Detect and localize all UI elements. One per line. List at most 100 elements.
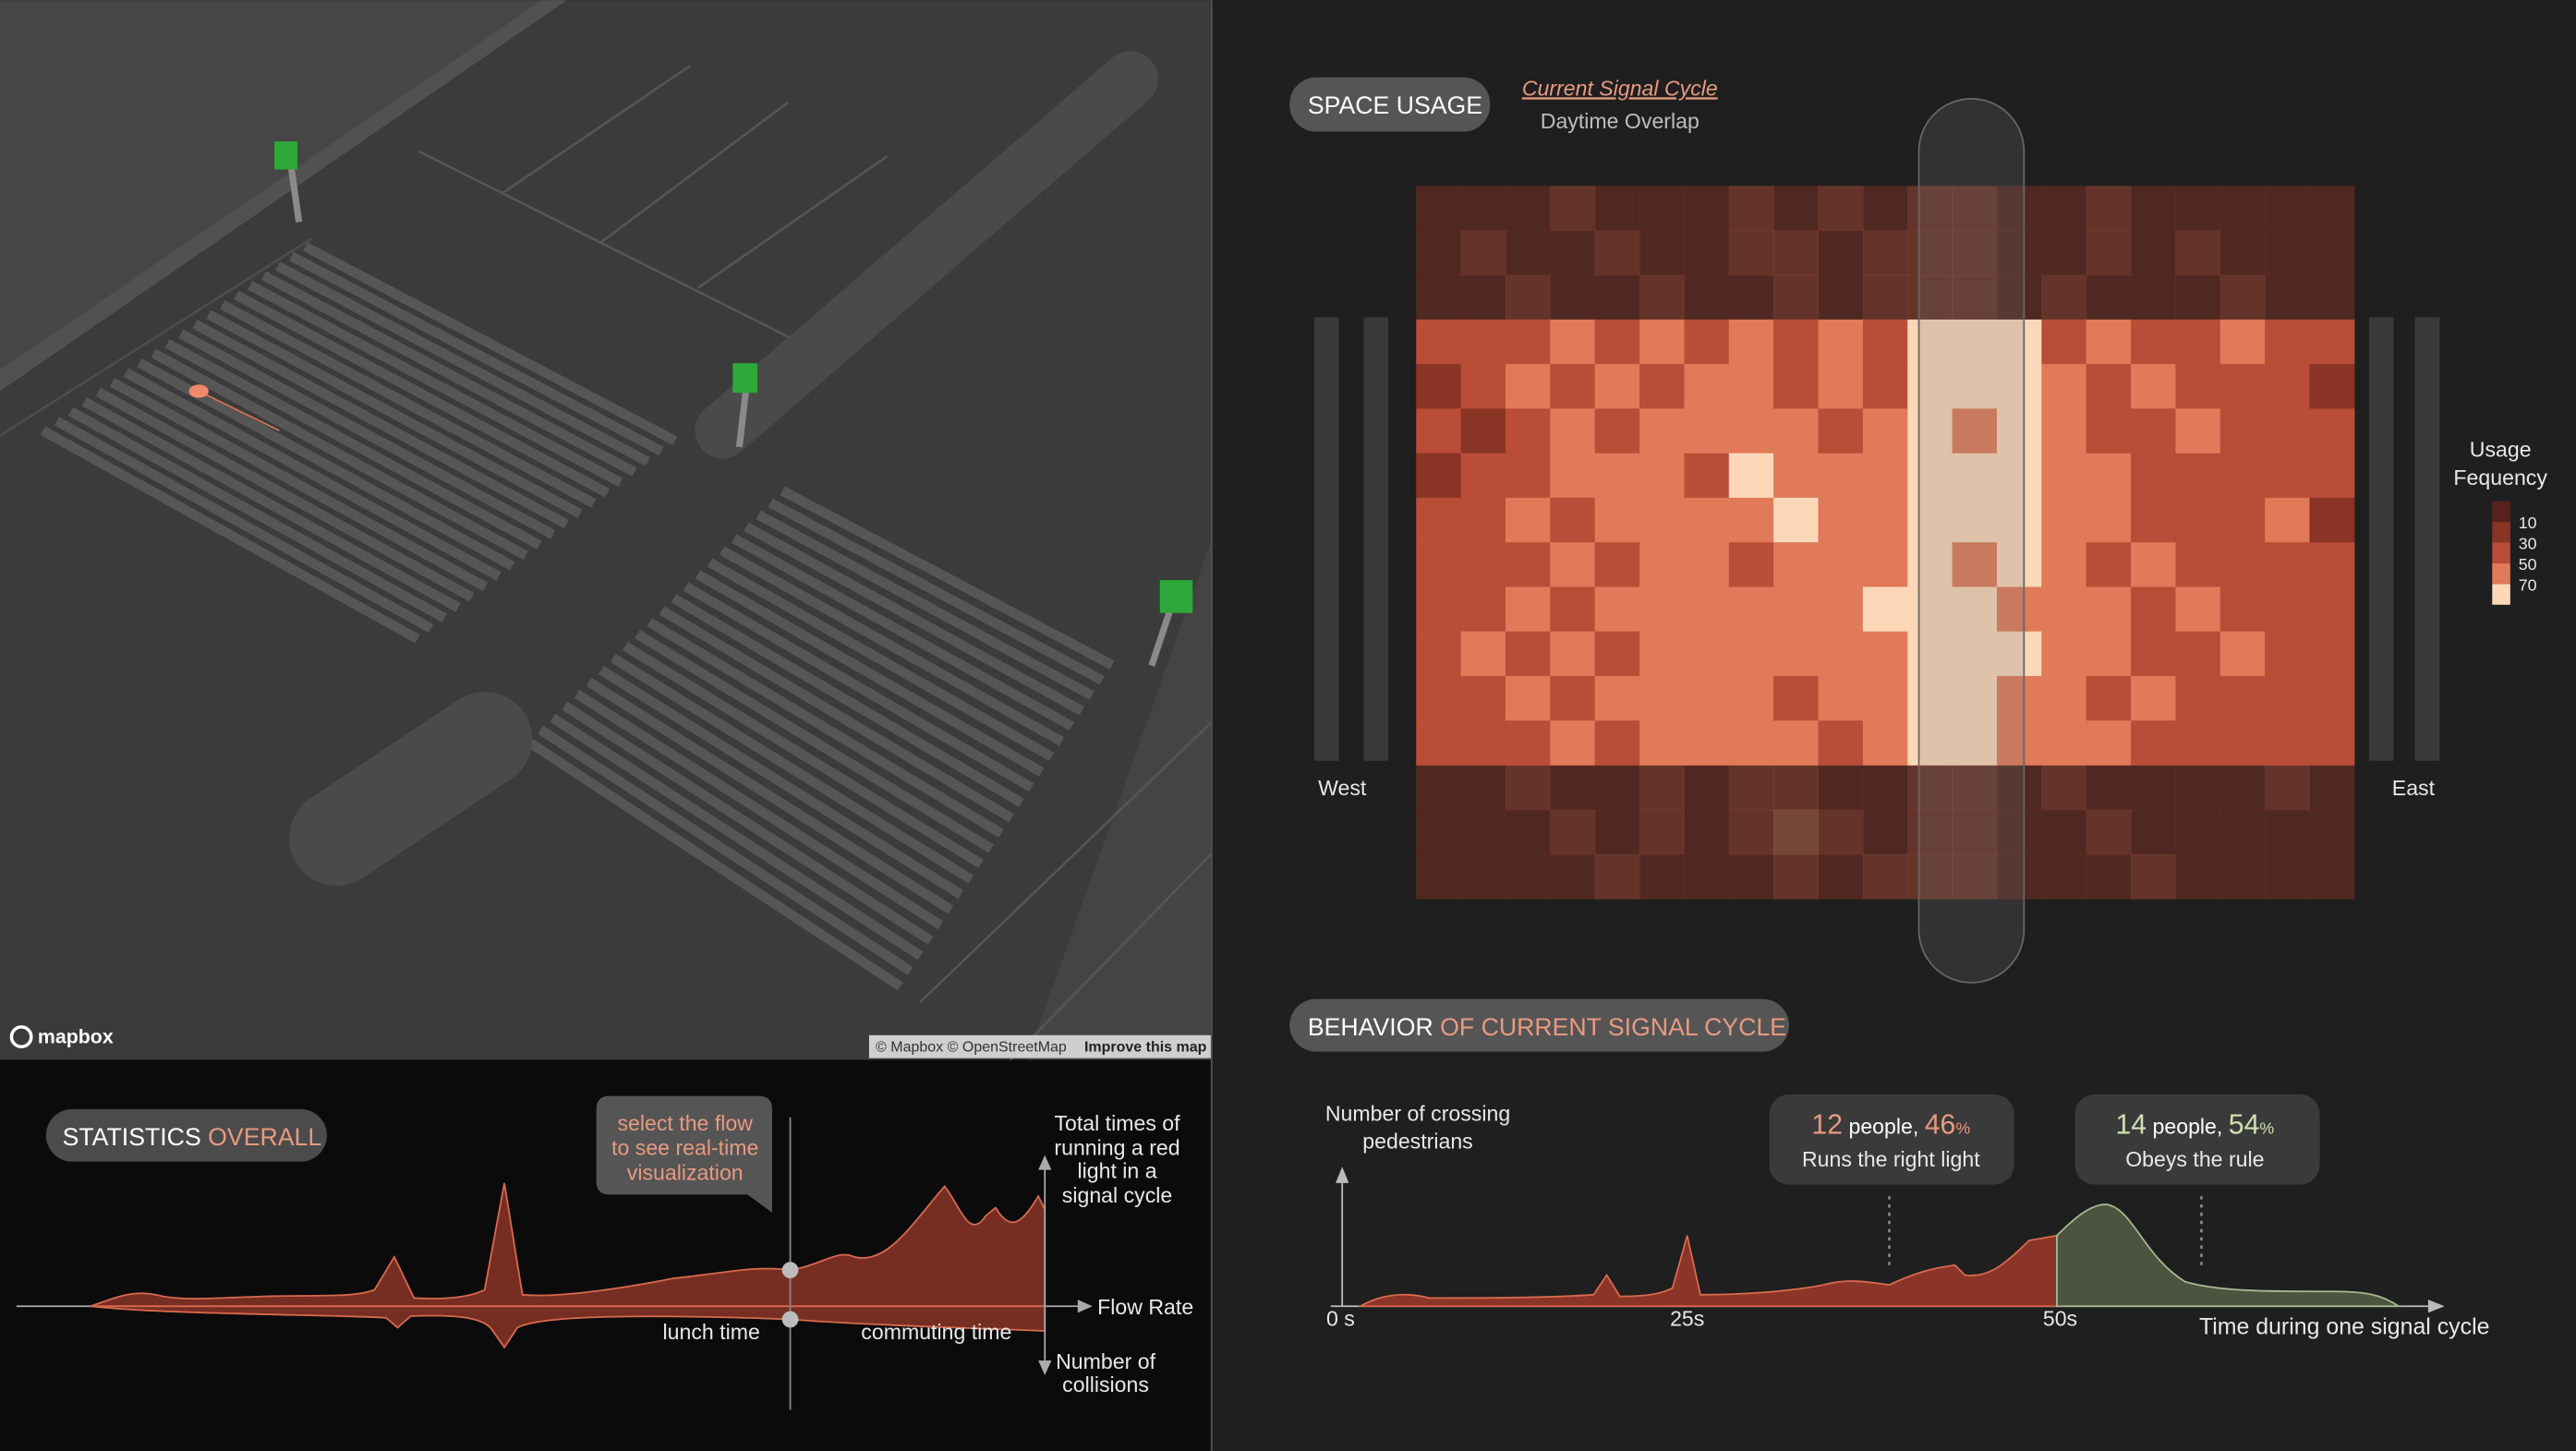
- unit: people,: [1848, 1115, 1918, 1139]
- heatmap-cell: [1416, 274, 1462, 320]
- crosswalk-stripe: [611, 653, 974, 884]
- lane-line: [599, 101, 790, 245]
- improve-map-link[interactable]: Improve this map: [1084, 1040, 1207, 1056]
- heatmap-cell: [1818, 675, 1864, 721]
- heatmap-cell: [1862, 765, 1908, 811]
- heatmap-cell: [1862, 853, 1908, 900]
- panel-title: BEHAVIOR OF CURRENT SIGNAL CYCLE: [1308, 1013, 1786, 1041]
- signal: [732, 363, 757, 393]
- heatmap-cell: [2219, 631, 2266, 677]
- heatmap-cell: [2175, 675, 2221, 721]
- heatmap-cell: [1862, 675, 1908, 721]
- red-light-area[interactable]: [90, 1182, 1046, 1308]
- crosswalk-stripe: [178, 329, 556, 539]
- heatmap-cell: [1550, 586, 1596, 633]
- heatmap-cell: [1996, 364, 2042, 409]
- collision-area[interactable]: [90, 1305, 1046, 1349]
- title-accent: OF CURRENT SIGNAL CYCLE: [1440, 1013, 1786, 1041]
- heatmap-cell: [1818, 765, 1864, 811]
- tab-active[interactable]: Current Signal Cycle: [1522, 76, 1718, 100]
- crosswalk-stripe: [635, 630, 994, 853]
- callout-stat: 14 people, 54%: [2115, 1110, 2274, 1141]
- heatmap-cell: [1594, 408, 1640, 454]
- heatmap-cell: [2086, 319, 2132, 365]
- heatmap-cell: [2131, 230, 2176, 276]
- heatmap-cell: [1505, 675, 1551, 721]
- heatmap-cell: [1505, 186, 1551, 231]
- heatmap-cell: [2175, 497, 2221, 543]
- heatmap-cell: [2131, 453, 2176, 499]
- heatmap-cell: [1952, 542, 1998, 587]
- heatmap-cell: [1907, 542, 1953, 587]
- heatmap-cell: [1952, 319, 1998, 365]
- heatmap-cell: [1639, 765, 1685, 811]
- heatmap-cell: [1594, 230, 1640, 276]
- heatmap-cell: [1818, 186, 1864, 231]
- crosswalk-bar: [2414, 317, 2440, 761]
- heatmap-cell: [2219, 586, 2266, 633]
- heatmap-cell: [2086, 497, 2132, 543]
- attribution[interactable]: © Mapbox © OpenStreetMap: [876, 1040, 1067, 1056]
- heatmap-cell: [1684, 453, 1730, 499]
- mapbox-logo[interactable]: mapbox: [38, 1026, 114, 1048]
- heatmap-cell: [2265, 542, 2311, 587]
- heatmap-cell: [2086, 809, 2132, 855]
- crosswalk-stripe: [562, 701, 934, 945]
- heatmap-cell: [1773, 853, 1820, 900]
- attribution-box: [868, 1034, 1211, 1058]
- heatmap-cell: [2265, 497, 2311, 543]
- tab[interactable]: Daytime Overlap: [1541, 109, 1699, 133]
- heatmap-cell: [2041, 720, 2087, 766]
- heatmap-cell: [2265, 765, 2311, 811]
- heatmap-cell: [1996, 408, 2042, 454]
- heatmap-cell: [1416, 809, 1462, 855]
- heatmap-cell: [2131, 675, 2176, 721]
- heatmap-cell: [1416, 675, 1462, 721]
- heatmap: [1416, 186, 2355, 900]
- heatmap-cell: [2219, 186, 2266, 231]
- crosswalk-stripe: [234, 290, 610, 498]
- heatmap-cell: [1550, 453, 1596, 499]
- heatmap-cell: [1594, 186, 1640, 231]
- heatmap-cell: [2309, 675, 2355, 721]
- heatmap-cell: [2041, 542, 2087, 587]
- crosswalk-stripe: [720, 546, 1065, 746]
- heatmap-cell: [1862, 230, 1908, 276]
- heatmap-cell: [1728, 542, 1774, 587]
- pedestrian-trail: [198, 390, 280, 432]
- heatmap-cell: [1862, 720, 1908, 766]
- heatmap-cell: [2131, 586, 2176, 633]
- y-label: pedestrians: [1362, 1130, 1472, 1154]
- heatmap-cell: [1996, 542, 2042, 587]
- heatmap-cell: [1728, 497, 1774, 543]
- heatmap-cell: [1728, 586, 1774, 633]
- heatmap-cell: [2309, 765, 2355, 811]
- heatmap-cell: [2131, 765, 2176, 811]
- heatmap-cell: [1594, 675, 1640, 721]
- map[interactable]: mapbox © Mapbox © OpenStreetMap Improve …: [0, 0, 1212, 1061]
- heatmap-cell: [2041, 631, 2087, 677]
- crosswalk-stripe: [248, 281, 623, 488]
- heatmap-cell: [2086, 274, 2132, 320]
- heatmap-cell: [2131, 809, 2176, 855]
- heatmap-cell: [1684, 319, 1730, 365]
- heatmap-cell: [1907, 497, 1953, 543]
- crosswalk-stripe: [695, 570, 1045, 777]
- pedestrian[interactable]: [188, 384, 209, 398]
- crosswalk-bar: [2368, 317, 2394, 761]
- title-pill: [45, 1108, 327, 1162]
- heatmap-cell: [1416, 186, 1462, 231]
- heatmap-cell: [1952, 720, 1998, 766]
- red-light-area: [1357, 1234, 2058, 1308]
- heatmap-cell: [1594, 809, 1640, 855]
- heatmap-cell: [2265, 364, 2311, 409]
- crosshair-dot: [781, 1311, 799, 1328]
- heatmap-cell: [1684, 274, 1730, 320]
- legend-swatch: [2492, 522, 2510, 543]
- callout-stat: 12 people, 46%: [1811, 1110, 1970, 1141]
- legend-title: Fequency: [2453, 466, 2547, 490]
- heatmap-cell: [2086, 453, 2132, 499]
- crosswalk-stripe: [756, 510, 1094, 700]
- west-label: West: [1318, 776, 1367, 800]
- heatmap-cell: [1416, 853, 1462, 900]
